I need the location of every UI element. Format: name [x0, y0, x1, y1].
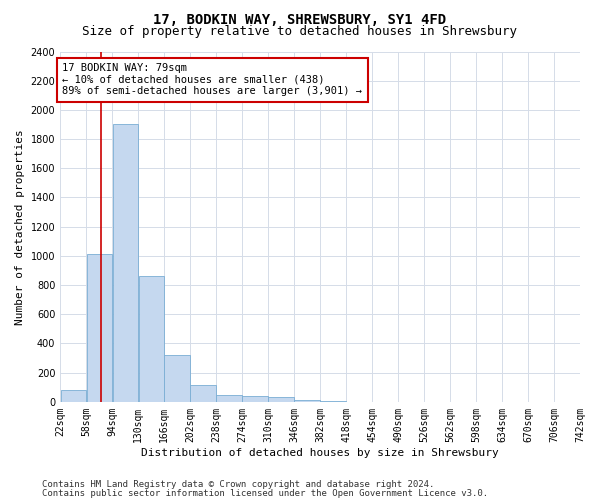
X-axis label: Distribution of detached houses by size in Shrewsbury: Distribution of detached houses by size …	[141, 448, 499, 458]
Bar	[320, 401, 346, 402]
Bar	[86, 254, 112, 402]
Bar	[268, 398, 294, 402]
Text: Contains HM Land Registry data © Crown copyright and database right 2024.: Contains HM Land Registry data © Crown c…	[42, 480, 434, 489]
Y-axis label: Number of detached properties: Number of detached properties	[15, 129, 25, 324]
Text: Contains public sector information licensed under the Open Government Licence v3: Contains public sector information licen…	[42, 488, 488, 498]
Bar	[295, 400, 320, 402]
Text: 17, BODKIN WAY, SHREWSBURY, SY1 4FD: 17, BODKIN WAY, SHREWSBURY, SY1 4FD	[154, 12, 446, 26]
Bar	[113, 124, 138, 402]
Bar	[139, 276, 164, 402]
Bar	[217, 394, 242, 402]
Bar	[164, 355, 190, 402]
Text: 17 BODKIN WAY: 79sqm
← 10% of detached houses are smaller (438)
89% of semi-deta: 17 BODKIN WAY: 79sqm ← 10% of detached h…	[62, 63, 362, 96]
Bar	[190, 385, 216, 402]
Bar	[242, 396, 268, 402]
Text: Size of property relative to detached houses in Shrewsbury: Size of property relative to detached ho…	[83, 25, 517, 38]
Bar	[61, 390, 86, 402]
